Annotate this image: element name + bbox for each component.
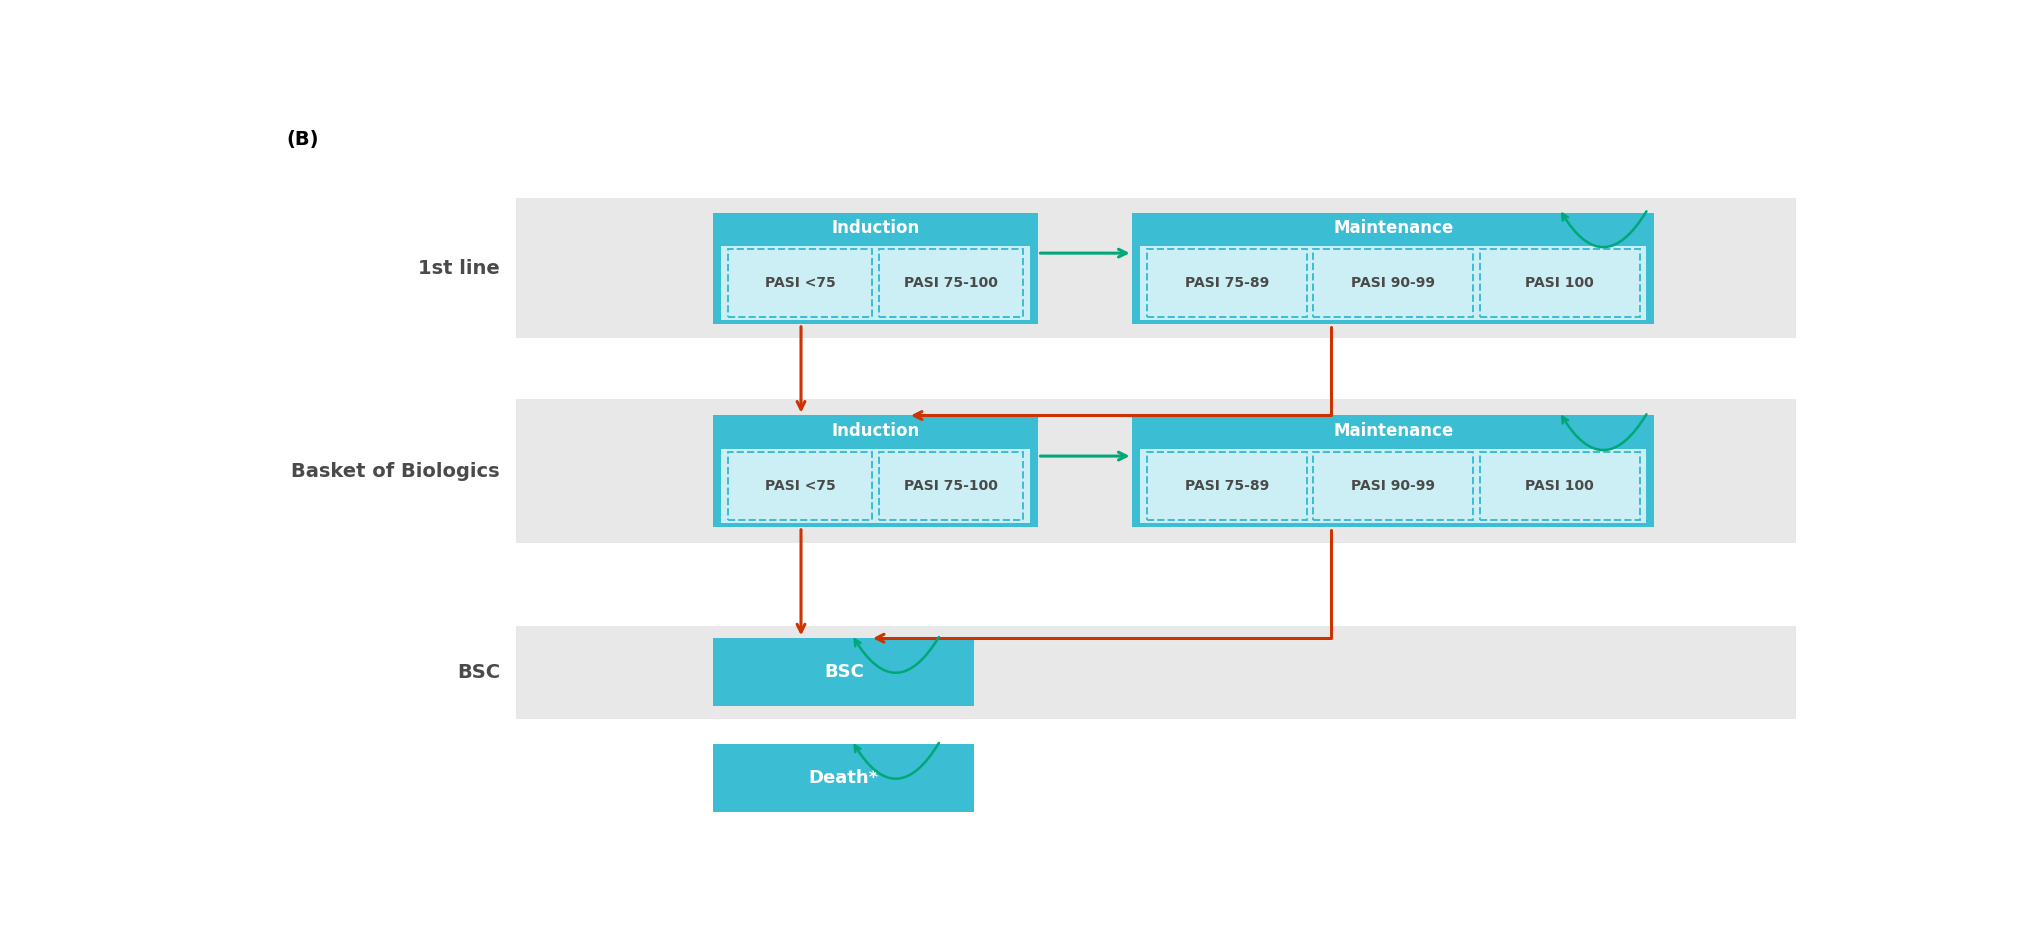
Text: 1st line: 1st line bbox=[418, 258, 500, 278]
Text: Induction: Induction bbox=[832, 218, 920, 237]
Bar bbox=[714, 745, 975, 813]
Bar bbox=[516, 198, 1796, 339]
Bar bbox=[714, 213, 1038, 324]
Bar bbox=[1140, 246, 1645, 320]
Text: PASI 100: PASI 100 bbox=[1525, 480, 1592, 494]
Text: Maintenance: Maintenance bbox=[1334, 218, 1452, 237]
Text: Induction: Induction bbox=[832, 422, 920, 439]
Bar bbox=[1313, 249, 1472, 317]
Text: PASI 90-99: PASI 90-99 bbox=[1350, 276, 1435, 290]
Text: (B): (B) bbox=[285, 130, 318, 149]
Bar bbox=[1132, 415, 1654, 527]
Text: PASI 75-100: PASI 75-100 bbox=[903, 276, 997, 290]
Bar bbox=[1478, 249, 1639, 317]
Text: PASI 90-99: PASI 90-99 bbox=[1350, 480, 1435, 494]
Bar bbox=[879, 249, 1024, 317]
Text: BSC: BSC bbox=[457, 662, 500, 682]
Text: PASI 100: PASI 100 bbox=[1525, 276, 1592, 290]
Bar bbox=[1478, 453, 1639, 521]
Text: Death*: Death* bbox=[807, 770, 879, 787]
Bar bbox=[1146, 249, 1307, 317]
Bar bbox=[1146, 453, 1307, 521]
Text: PASI 75-100: PASI 75-100 bbox=[903, 480, 997, 494]
Bar bbox=[879, 453, 1024, 521]
Bar bbox=[728, 453, 873, 521]
Bar bbox=[1132, 213, 1654, 324]
Bar bbox=[516, 626, 1796, 719]
Bar bbox=[714, 415, 1038, 527]
Bar bbox=[722, 450, 1030, 523]
Bar bbox=[1313, 453, 1472, 521]
Text: BSC: BSC bbox=[824, 663, 862, 681]
Text: Maintenance: Maintenance bbox=[1334, 422, 1452, 439]
Bar bbox=[516, 399, 1796, 543]
Text: PASI <75: PASI <75 bbox=[765, 276, 836, 290]
Text: PASI 75-89: PASI 75-89 bbox=[1185, 276, 1268, 290]
Text: PASI 75-89: PASI 75-89 bbox=[1185, 480, 1268, 494]
Bar bbox=[1140, 450, 1645, 523]
Text: PASI <75: PASI <75 bbox=[765, 480, 836, 494]
Bar bbox=[728, 249, 873, 317]
Bar bbox=[722, 246, 1030, 320]
Text: Basket of Biologics: Basket of Biologics bbox=[292, 462, 500, 480]
Bar bbox=[714, 638, 975, 706]
